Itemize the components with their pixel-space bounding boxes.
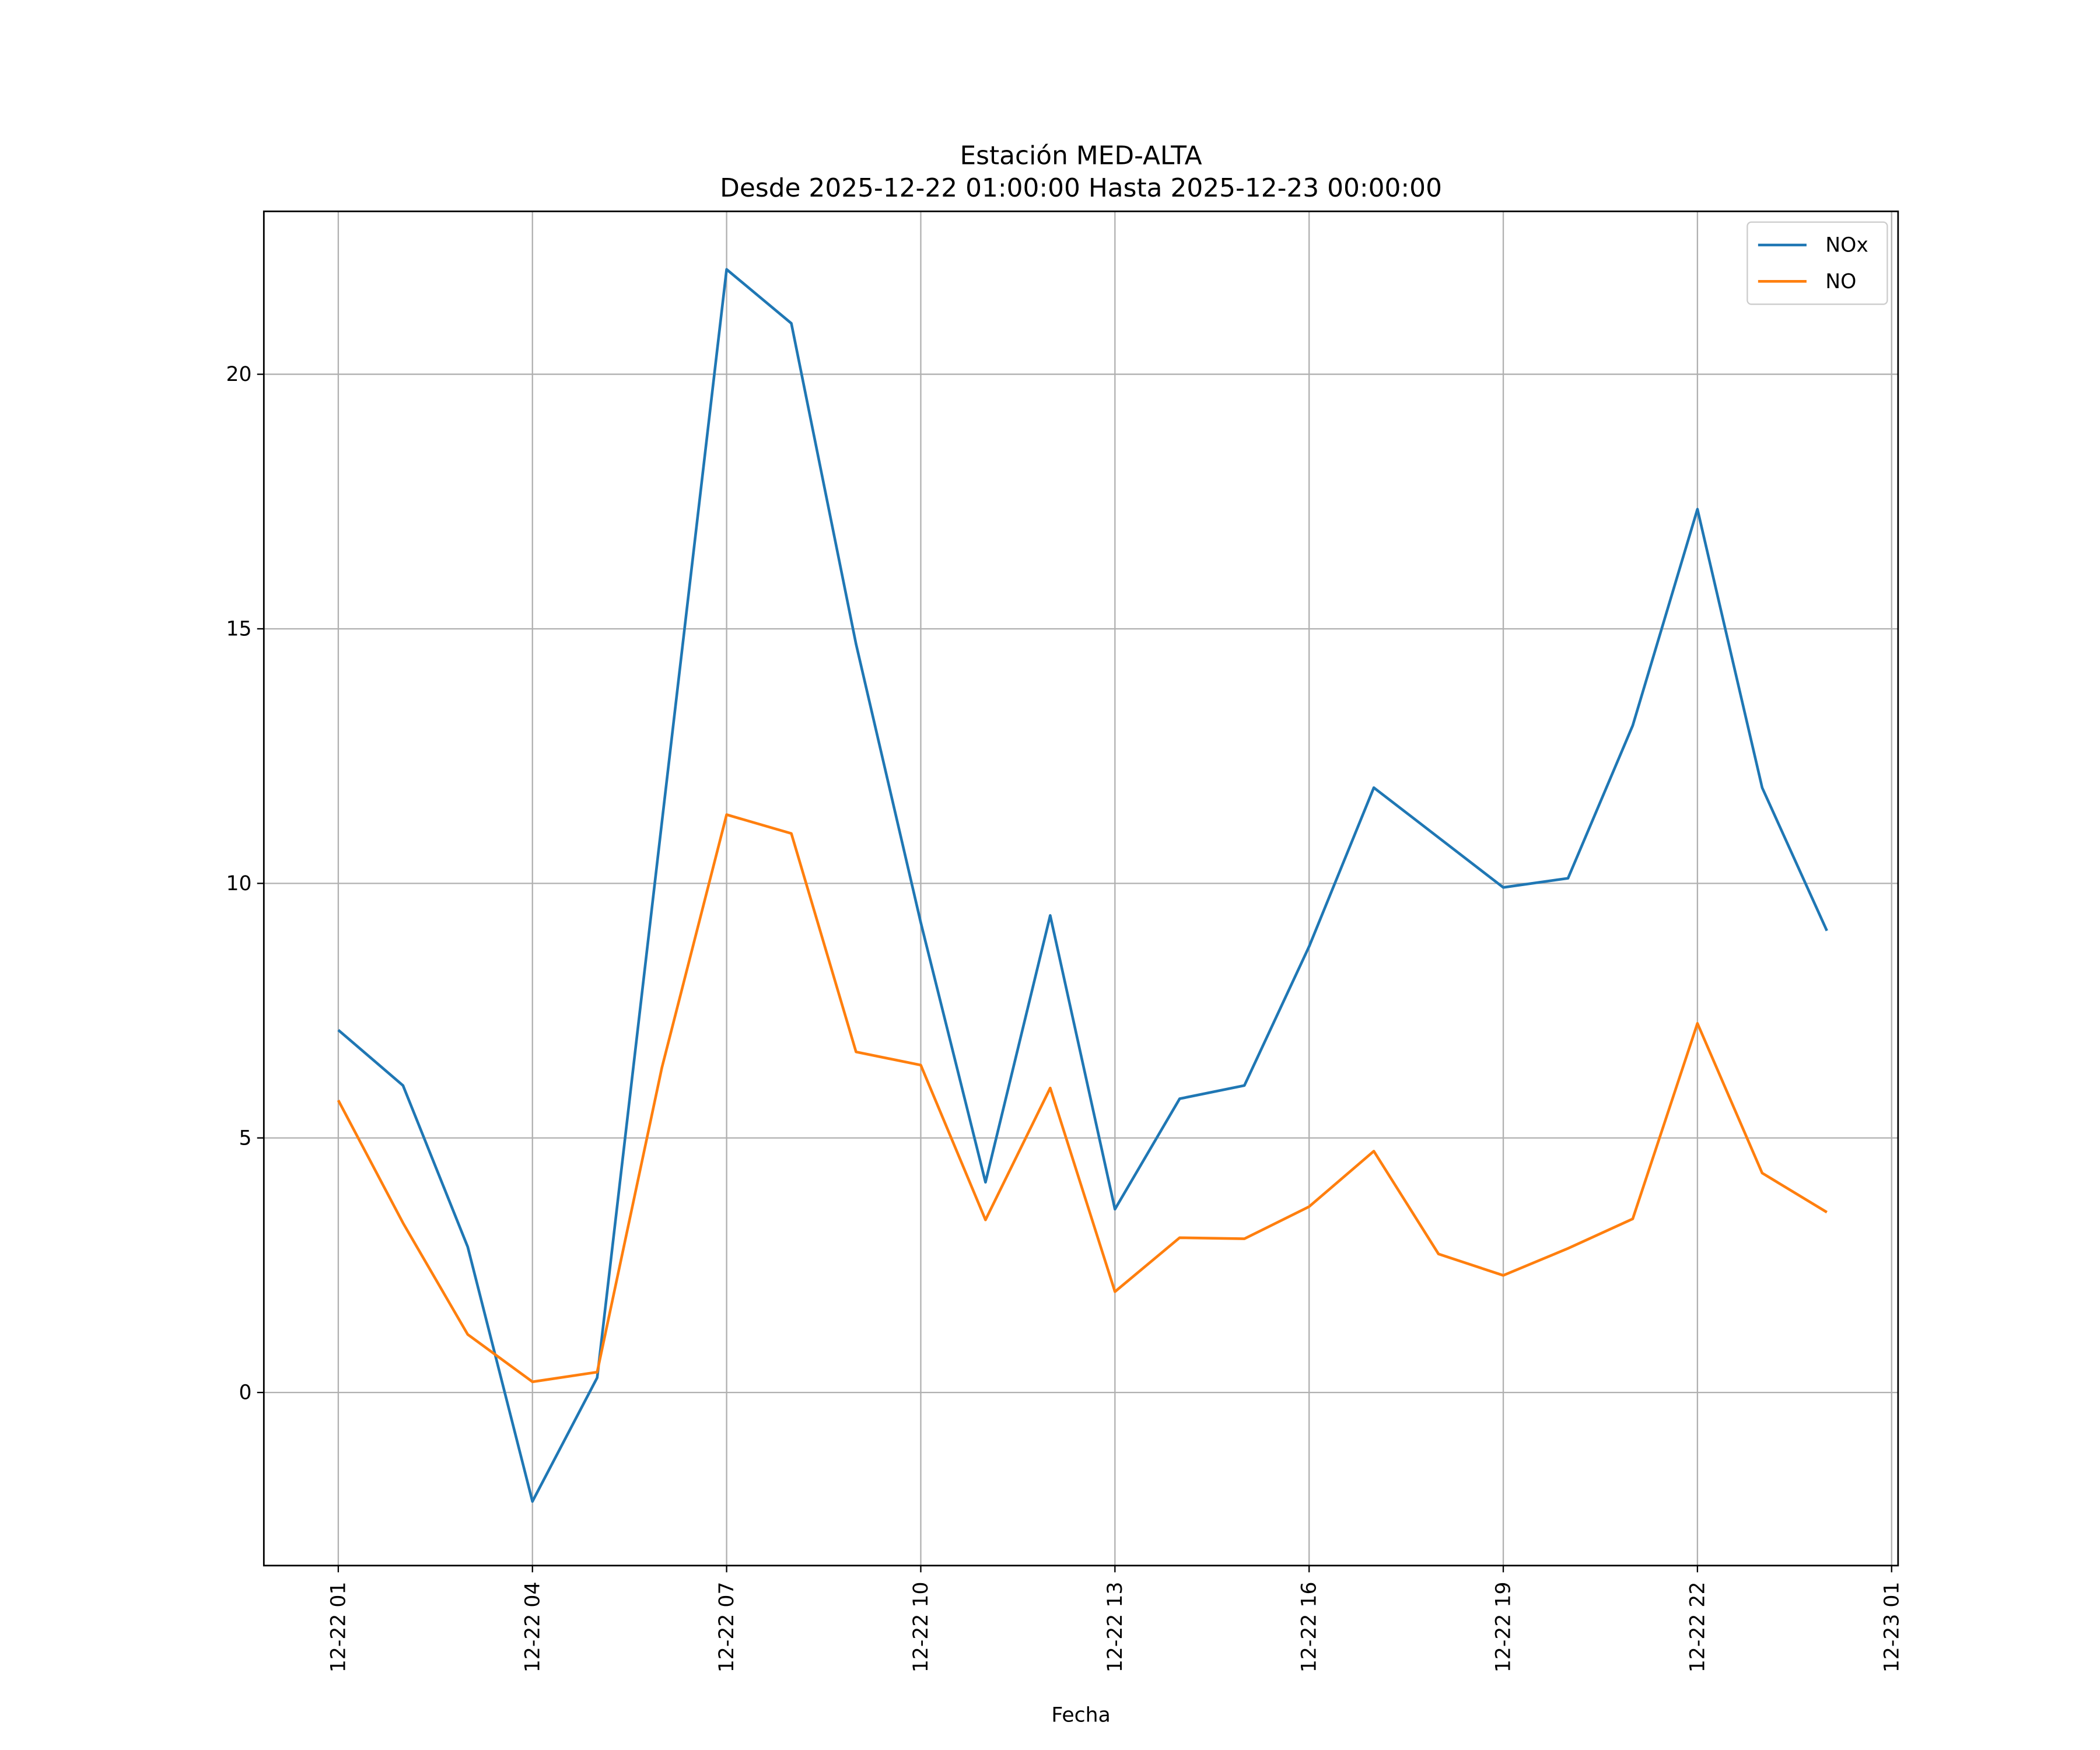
y-tick-label: 20 [226, 363, 251, 386]
x-tick-label: 12-22 22 [1686, 1582, 1709, 1673]
x-tick-label: 12-22 16 [1298, 1582, 1321, 1673]
y-tick-label: 10 [226, 872, 251, 895]
x-tick-label: 12-22 04 [521, 1582, 544, 1673]
series-line-nox [337, 268, 1828, 1503]
gridlines [264, 211, 1898, 1566]
series-lines [337, 268, 1828, 1503]
chart-title: Estación MED-ALTA [960, 141, 1202, 171]
legend-label-no: NO [1825, 270, 1856, 293]
x-tick-label: 12-22 01 [327, 1582, 350, 1673]
x-tick-label: 12-23 01 [1880, 1582, 1903, 1673]
y-tick-label: 0 [239, 1381, 252, 1405]
legend-box [1746, 221, 1888, 305]
chart-subtitle: Desde 2025-12-22 01:00:00 Hasta 2025-12-… [720, 173, 1442, 203]
x-tick-label: 12-22 19 [1492, 1582, 1516, 1673]
axis-ticks: 12-22 01 12-22 04 12-22 07 12-22 10 12-22 13… [226, 363, 1903, 1672]
legend-label-nox: NOx [1825, 234, 1868, 257]
y-tick-label: 5 [239, 1126, 252, 1150]
x-axis-label: Fecha [1051, 1704, 1110, 1727]
plot-frame [262, 210, 1899, 1567]
x-tick-label: 12-22 10 [909, 1582, 933, 1673]
y-tick-label: 15 [226, 618, 251, 641]
x-tick-label: 12-22 13 [1104, 1582, 1127, 1673]
series-line-no [337, 813, 1828, 1384]
legend: NOx NO [1746, 221, 1888, 305]
x-tick-label: 12-22 07 [715, 1582, 738, 1673]
